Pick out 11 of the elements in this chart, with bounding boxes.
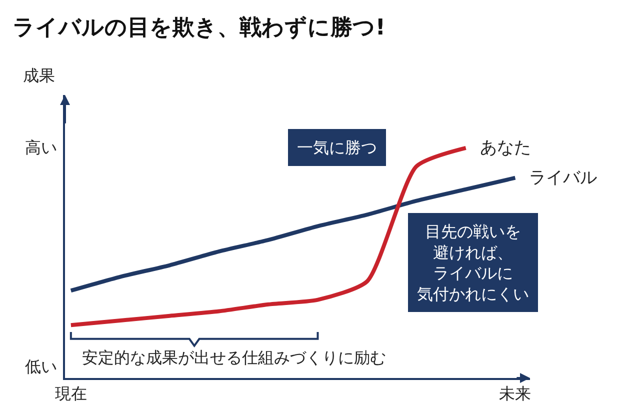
x-tick-label: 現在: [54, 384, 87, 404]
annotation: 一気に勝つ: [297, 138, 377, 157]
series-label: ライバル: [529, 168, 597, 188]
annotation: 安定的な成果が出せる仕組みづくりに励む: [82, 348, 386, 367]
x-tick-label: 未来: [499, 384, 532, 404]
series-label: あなた: [480, 138, 531, 158]
chart-title: ライバルの目を欺き、戦わずに勝つ!: [12, 15, 386, 40]
text: 低い: [25, 357, 57, 376]
y-axis-title: 成果: [23, 66, 55, 85]
annotation: 目先の戦いを避ければ、ライバルに気付かれにくい: [417, 222, 529, 304]
text: 高い: [25, 138, 57, 157]
